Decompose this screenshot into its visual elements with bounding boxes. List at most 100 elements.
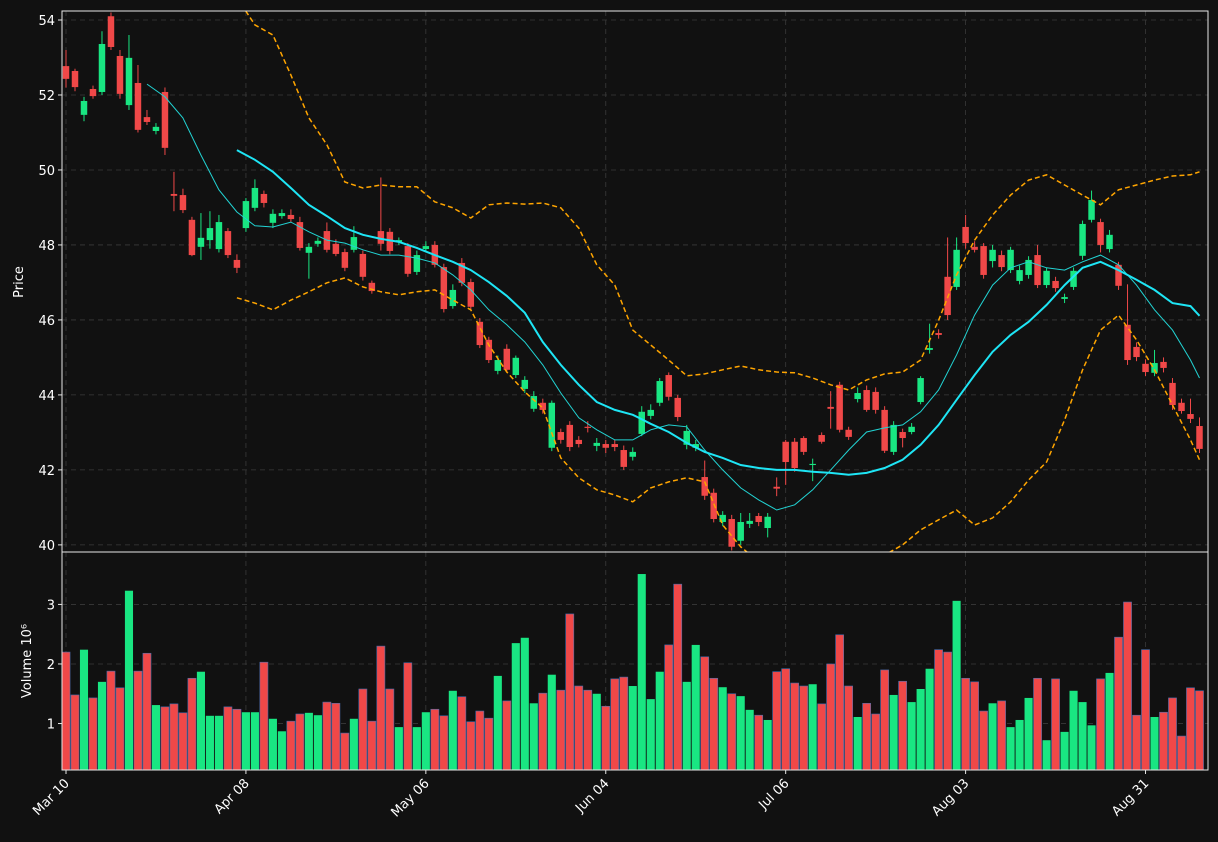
volume-bar — [934, 649, 943, 771]
volume-bar — [214, 715, 223, 770]
volume-bar — [1096, 678, 1105, 771]
volume-bar — [1141, 649, 1150, 771]
volume-bar — [439, 715, 449, 771]
candle-body — [1187, 414, 1194, 419]
candle-body — [458, 262, 466, 283]
y-axis-label: Price — [12, 266, 27, 298]
candle-body — [845, 429, 852, 437]
candle-body — [1142, 363, 1149, 373]
candle-body — [917, 378, 924, 403]
volume-bar — [241, 712, 250, 770]
volume-bar — [1024, 697, 1033, 770]
volume-bar — [1087, 725, 1096, 770]
volume-bar — [376, 645, 386, 771]
volume-bar — [664, 644, 674, 771]
candle-body — [557, 432, 565, 440]
candle-body — [989, 249, 996, 262]
candle-body — [251, 187, 259, 208]
candle-body — [962, 226, 969, 244]
candle-body — [971, 246, 978, 250]
candle-body — [107, 16, 115, 47]
volume-bar — [448, 690, 457, 770]
volume-bar — [736, 696, 745, 770]
candle-body — [899, 432, 906, 439]
candle-body — [521, 379, 529, 389]
volume-bar — [322, 701, 332, 771]
volume-bar — [268, 718, 277, 770]
volume-bar — [1114, 636, 1123, 771]
volume-bar — [691, 644, 700, 770]
indicator-line — [244, 11, 1200, 391]
candle-body — [809, 463, 816, 466]
volume-bar — [1159, 711, 1168, 771]
volume-bar — [556, 689, 566, 771]
volume-bar — [331, 702, 341, 771]
volume-bar — [457, 696, 467, 771]
volume-bar — [79, 649, 89, 770]
volume-bar — [1006, 727, 1015, 770]
volume-bar — [61, 651, 71, 771]
price-panel — [62, 11, 1203, 552]
volume-bar — [844, 685, 854, 771]
candle-body — [143, 117, 151, 122]
volume-bar — [880, 669, 889, 771]
candle-body — [278, 213, 286, 217]
candle-body — [908, 426, 915, 433]
volume-bar — [637, 574, 646, 770]
volume-bar — [709, 677, 719, 771]
volume-bar — [862, 702, 871, 771]
candle-body — [188, 219, 196, 256]
volume-bar — [718, 687, 727, 770]
candle-body — [764, 516, 771, 529]
candle-body — [287, 214, 295, 220]
candle-body — [80, 100, 88, 115]
volume-bar — [430, 708, 440, 771]
candle-body — [125, 57, 133, 106]
volume-bar — [466, 721, 476, 771]
candle-body — [1079, 223, 1086, 256]
candle-body — [782, 441, 789, 463]
volume-bar — [601, 705, 611, 771]
candle-body — [1106, 234, 1113, 250]
volume-bar — [547, 674, 556, 770]
volume-bar — [502, 700, 512, 771]
volume-bar — [745, 709, 754, 770]
candle-body — [530, 396, 538, 409]
candle-body — [980, 246, 987, 275]
candle-body — [449, 289, 457, 307]
candle-body — [935, 333, 942, 335]
volume-bar — [205, 715, 214, 770]
y-tick-label: 52 — [38, 89, 55, 104]
y-tick-label: 3 — [47, 598, 55, 613]
volume-bar — [412, 727, 421, 770]
candle-body — [134, 82, 142, 130]
volume-bar — [772, 671, 782, 771]
volume-bar — [1168, 697, 1177, 771]
candle-body — [881, 409, 888, 451]
candle-body — [1070, 270, 1077, 287]
volume-bar — [808, 684, 817, 770]
volume-bar — [943, 651, 952, 771]
volume-bar — [574, 685, 584, 771]
candle-body — [341, 252, 349, 268]
volume-bar — [889, 694, 898, 770]
candle-body — [827, 406, 834, 409]
candle-body — [602, 444, 610, 448]
volume-bar — [196, 671, 205, 770]
volume-bar — [1105, 672, 1114, 770]
volume-bar — [169, 703, 179, 771]
volume-bar — [871, 713, 880, 771]
volume-bar — [295, 713, 305, 771]
candle-body — [1169, 382, 1176, 406]
volume-bar — [1186, 687, 1195, 771]
volume-bar — [304, 712, 313, 770]
candle-body — [170, 193, 178, 196]
volume-bar — [70, 694, 80, 771]
candle-body — [683, 430, 690, 445]
candle-body — [179, 195, 187, 211]
volume-bar — [988, 703, 997, 770]
candle-body — [242, 201, 250, 229]
candle-body — [512, 357, 520, 376]
volume-bar — [538, 692, 548, 771]
